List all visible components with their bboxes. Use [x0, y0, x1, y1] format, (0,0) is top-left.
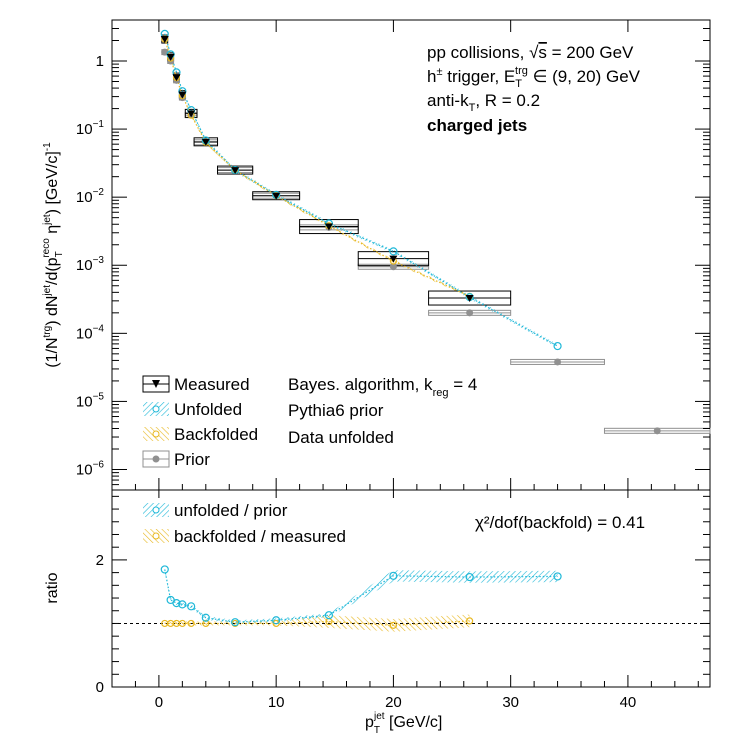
- prior-point: [389, 263, 397, 271]
- x-tick-label: 0: [155, 694, 163, 711]
- measured-point: [187, 110, 196, 118]
- ratio-tick-label: 2: [96, 552, 104, 569]
- measured-point: [201, 138, 210, 146]
- backfolded-measured-point: [187, 619, 195, 628]
- prior-point: [161, 48, 169, 56]
- backfolded-measured-point: [178, 619, 186, 628]
- unfolded-prior-point: [160, 565, 169, 574]
- svg-text:Measured: Measured: [174, 375, 250, 394]
- measured-point: [231, 167, 240, 175]
- measured-point: [324, 223, 333, 231]
- backfolded-line: [164, 38, 470, 297]
- y-axis-title-top: (1/Ntrg) dNjet/d(pTreco ηjet) [GeV/c]-1: [41, 142, 65, 368]
- y-axis-title-bottom: ratio: [44, 572, 61, 603]
- unfolded-prior-point: [231, 618, 240, 627]
- legend-top: Measured Unfolded Backfolded Prior: [142, 375, 258, 469]
- y-tick-label: 1: [96, 53, 104, 70]
- unfolded-prior-point: [389, 571, 398, 580]
- svg-text:Prior: Prior: [174, 450, 210, 469]
- backfolded-measured-point: [202, 619, 210, 628]
- y-tick-label: 10−2: [76, 187, 105, 206]
- legend-unfolded: Unfolded: [143, 400, 242, 419]
- annotation-charged-jets: charged jets: [427, 116, 527, 135]
- unfolded-prior-band: [164, 567, 558, 625]
- unfolded-point: [553, 341, 562, 351]
- measured-point: [272, 192, 281, 200]
- annotation-prior: Pythia6 prior: [288, 401, 384, 420]
- unfolded-prior-point: [272, 616, 281, 625]
- backfolded-measured-line: [164, 620, 470, 626]
- legend-prior: Prior: [142, 450, 210, 469]
- unfolded-prior-point: [324, 611, 334, 620]
- x-tick-label: 20: [385, 694, 402, 711]
- svg-text:unfolded / prior: unfolded / prior: [174, 501, 288, 520]
- y-tick-label: 10−5: [76, 391, 105, 410]
- measured-point: [178, 91, 187, 99]
- measured-point: [160, 36, 169, 44]
- backfolded-measured-point: [389, 621, 398, 629]
- prior-point: [653, 427, 661, 435]
- x-tick-label: 10: [268, 694, 285, 711]
- x-axis-title: pTjet [GeV/c]: [365, 711, 442, 736]
- x-tick-label: 30: [502, 694, 519, 711]
- annotation-algorithm: anti-kT, R = 0.2: [427, 91, 540, 114]
- measured-point: [172, 74, 181, 82]
- annotation-data: Data unfolded: [288, 428, 394, 447]
- y-tick-label: 10−6: [76, 460, 105, 479]
- prior-point: [466, 309, 474, 317]
- unfolded-prior-point: [172, 599, 181, 608]
- legend-measured: Measured: [142, 375, 250, 394]
- bottom-plot-frame: [111, 489, 711, 688]
- legend-backfolded-over-measured: backfolded / measured: [143, 527, 346, 546]
- bottom-panel-marks: [112, 565, 710, 632]
- legend-unfolded-over-prior: unfolded / prior: [143, 501, 288, 520]
- measured-point: [389, 255, 398, 263]
- x-tick-label: 40: [620, 694, 637, 711]
- measured-point: [166, 53, 175, 61]
- unfolded-prior-point: [187, 602, 196, 611]
- measured-point: [465, 295, 474, 303]
- y-tick-label: 10−4: [76, 323, 105, 342]
- annotation-trigger: h± trigger, ETtrg ∈ (9, 20) GeV: [427, 65, 641, 90]
- top-plot-frame: [111, 19, 711, 491]
- backfolded-measured-point: [272, 619, 280, 628]
- annotation-collisions: pp collisions, √s = 200 GeV: [427, 43, 634, 62]
- prior-point: [554, 358, 562, 366]
- unfolded-prior-point: [178, 600, 187, 609]
- unfolded-prior-point: [553, 572, 562, 581]
- unfolded-point: [389, 247, 398, 256]
- y-tick-label: 10−1: [76, 119, 105, 138]
- ratio-tick-label: 0: [96, 679, 104, 696]
- legend-bottom: unfolded / prior backfolded / measured: [143, 501, 346, 546]
- unfolded-prior-point: [201, 613, 210, 622]
- unfolded-prior-point: [465, 572, 474, 582]
- y-tick-label: 10−3: [76, 255, 105, 274]
- annotation-chi2: χ²/dof(backfold) = 0.41: [475, 513, 645, 532]
- svg-text:backfolded / measured: backfolded / measured: [174, 527, 346, 546]
- backfolded-measured-point: [466, 617, 474, 625]
- legend-backfolded: Backfolded: [143, 425, 258, 444]
- svg-text:Backfolded: Backfolded: [174, 425, 258, 444]
- annotation-method: Bayes. algorithm, kreg = 4: [288, 375, 477, 399]
- svg-text:Unfolded: Unfolded: [174, 400, 242, 419]
- top-panel-marks: [160, 29, 711, 435]
